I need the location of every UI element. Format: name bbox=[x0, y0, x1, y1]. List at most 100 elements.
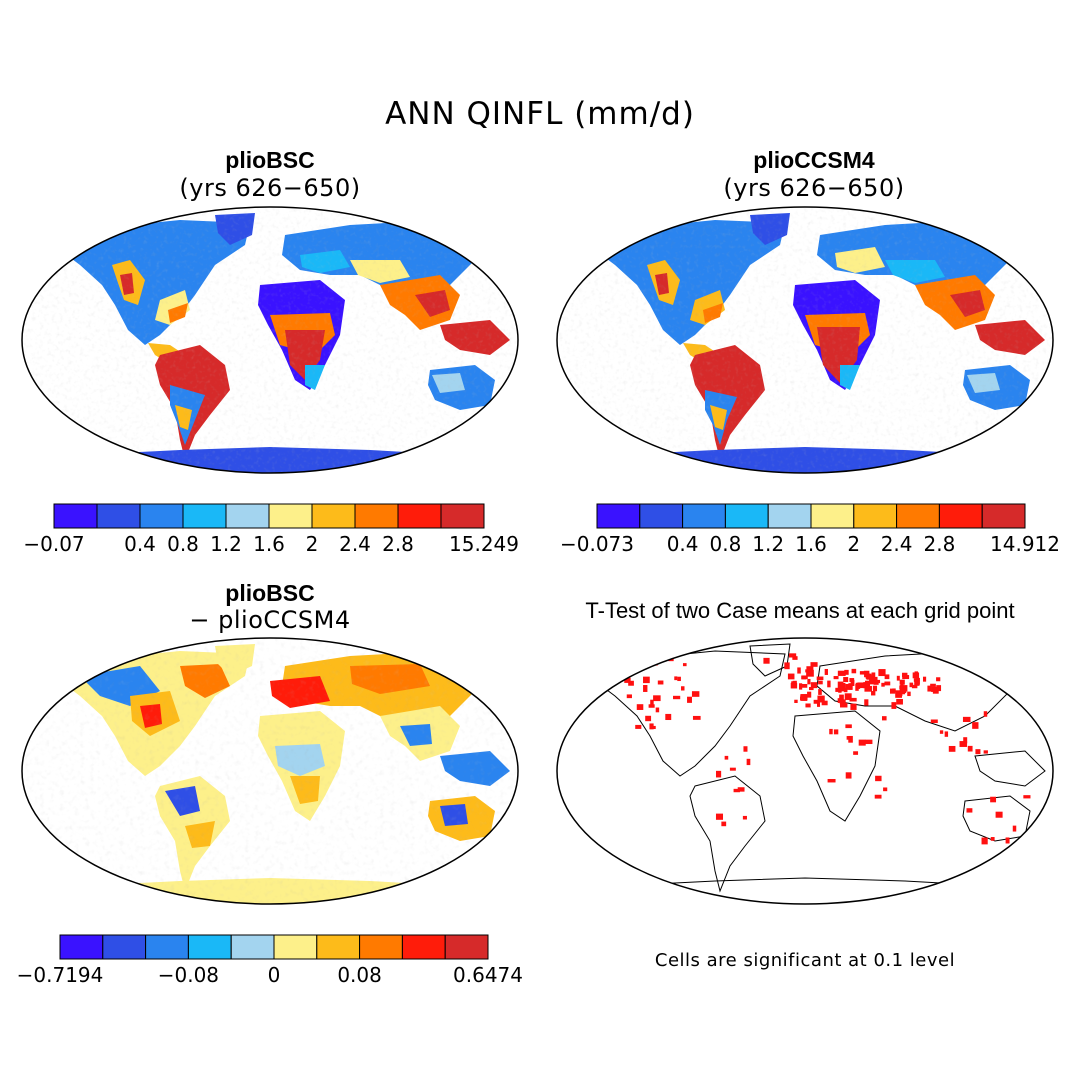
significant-cell bbox=[902, 675, 910, 680]
colorbar-tick-label: 1.2 bbox=[210, 532, 242, 556]
significant-cell bbox=[799, 683, 808, 688]
colorbar-swatch bbox=[102, 934, 147, 960]
colorbar-swatch bbox=[767, 503, 812, 529]
significant-cell bbox=[930, 683, 936, 687]
significant-cell bbox=[845, 683, 853, 690]
colorbar-tick-label: 1.2 bbox=[752, 532, 785, 556]
colorbar-swatch bbox=[896, 503, 940, 529]
significant-cell bbox=[840, 702, 848, 708]
significant-cell bbox=[715, 813, 724, 820]
significant-cell bbox=[784, 662, 790, 670]
significant-cell bbox=[911, 684, 918, 689]
significant-cell bbox=[742, 815, 747, 820]
significant-cell bbox=[939, 730, 944, 734]
significant-cell bbox=[746, 758, 751, 766]
significant-cell bbox=[853, 751, 859, 755]
significant-cell bbox=[649, 723, 654, 730]
colorbar-swatch bbox=[354, 503, 399, 529]
colorbar-tick-label: −0.07 bbox=[23, 532, 85, 556]
colorbar-swatch bbox=[810, 503, 855, 529]
significant-cell bbox=[737, 787, 745, 792]
colorbar-swatch bbox=[96, 503, 141, 529]
colorbar-tick-label: 2.4 bbox=[880, 532, 913, 556]
map-4-land bbox=[557, 643, 1053, 899]
significant-cell bbox=[878, 669, 886, 677]
colorbar-panel-1 bbox=[53, 503, 485, 529]
significant-cell bbox=[948, 745, 956, 752]
significant-cell bbox=[799, 683, 803, 690]
significant-cell bbox=[624, 677, 631, 683]
significant-cell bbox=[674, 676, 678, 681]
significant-cell bbox=[871, 691, 876, 696]
significant-cell bbox=[839, 687, 848, 692]
ttest-note: Cells are significant at 0.1 level bbox=[654, 950, 956, 971]
significant-cell bbox=[743, 746, 748, 752]
significant-cell bbox=[889, 688, 896, 694]
significant-cell bbox=[927, 685, 932, 692]
significant-cell bbox=[849, 678, 855, 682]
significant-cell bbox=[692, 715, 701, 720]
map-panel-1 bbox=[21, 206, 519, 474]
significant-cell bbox=[623, 665, 629, 670]
significant-cell bbox=[857, 682, 865, 689]
significant-cell bbox=[959, 741, 968, 747]
significant-cell bbox=[966, 808, 973, 813]
colorbar-swatch bbox=[938, 503, 983, 529]
colorbar-swatch bbox=[440, 503, 485, 529]
significant-cell bbox=[873, 679, 881, 684]
colorbar-swatch bbox=[225, 503, 270, 529]
significant-cell bbox=[881, 682, 885, 687]
significant-cell bbox=[909, 682, 914, 688]
significant-cell bbox=[635, 724, 642, 729]
significant-cell bbox=[932, 687, 939, 694]
significant-cell bbox=[806, 666, 814, 671]
significant-cell bbox=[801, 675, 808, 679]
significant-cell bbox=[883, 787, 888, 792]
colorbar-swatch bbox=[596, 503, 641, 529]
significant-cell bbox=[865, 739, 873, 745]
significant-cell bbox=[829, 728, 833, 735]
colorbar-swatch bbox=[853, 503, 898, 529]
significant-cells bbox=[623, 653, 1031, 845]
significant-cell bbox=[794, 699, 798, 703]
map-3-land bbox=[22, 638, 518, 904]
significant-cell bbox=[839, 699, 846, 705]
significant-cell bbox=[837, 670, 846, 676]
significant-cell bbox=[818, 680, 823, 685]
significant-cell bbox=[983, 750, 988, 754]
significant-cell bbox=[899, 685, 907, 690]
significant-cell bbox=[645, 715, 652, 722]
significant-cell bbox=[818, 689, 822, 695]
map-panel-3 bbox=[21, 637, 519, 905]
colorbar-swatch bbox=[444, 934, 489, 960]
significant-cell bbox=[827, 680, 831, 688]
significant-cell bbox=[729, 767, 736, 771]
colorbar-tick-label: 2.8 bbox=[923, 532, 956, 556]
significant-cell bbox=[810, 662, 818, 667]
colorbar-swatch bbox=[316, 934, 361, 960]
significant-cell bbox=[809, 686, 814, 691]
significant-cell bbox=[724, 755, 729, 760]
significant-cell bbox=[963, 737, 968, 744]
significant-cell bbox=[874, 794, 882, 799]
significant-cell bbox=[691, 691, 700, 697]
panel-3-subtitle: − plioCCSM4 bbox=[189, 606, 351, 634]
colorbar-tick-label: 2.8 bbox=[382, 532, 414, 556]
colorbar-swatch bbox=[639, 503, 684, 529]
significant-cell bbox=[967, 745, 973, 752]
significant-cell bbox=[843, 677, 849, 683]
significant-cell bbox=[1012, 825, 1017, 832]
significant-cell bbox=[652, 725, 656, 730]
significant-cell bbox=[763, 657, 770, 664]
significant-cell bbox=[715, 770, 722, 778]
map-2-land bbox=[557, 207, 1053, 473]
colorbar-tick-label: 2 bbox=[847, 532, 861, 556]
significant-cell bbox=[930, 719, 938, 724]
colorbar-tick-label: 0.08 bbox=[337, 963, 382, 987]
significant-cell bbox=[858, 739, 866, 746]
significant-cell bbox=[990, 837, 995, 841]
colorbar-swatch bbox=[145, 934, 189, 960]
significant-cell bbox=[891, 702, 897, 709]
significant-cell bbox=[863, 682, 871, 689]
colorbar-panel-2 bbox=[596, 503, 1026, 529]
